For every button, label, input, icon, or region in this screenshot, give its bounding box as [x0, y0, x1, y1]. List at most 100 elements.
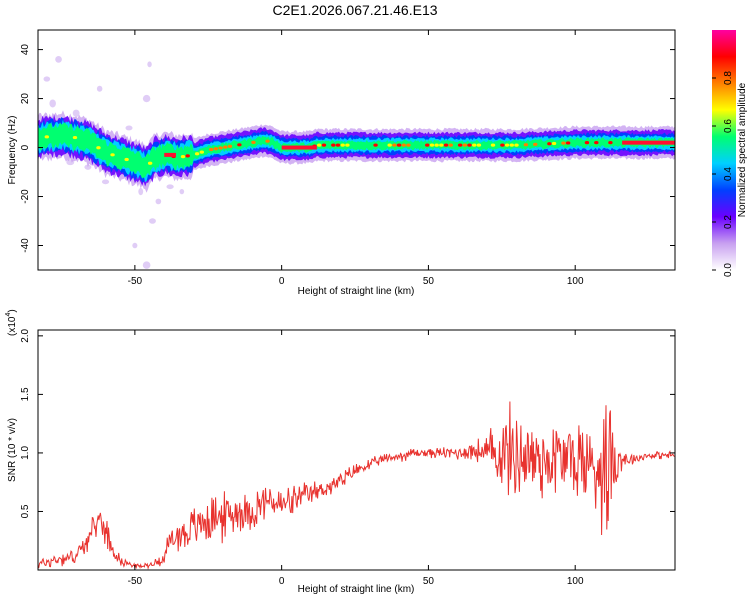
snr-scale-text: (x10 [7, 316, 18, 336]
spectrogram-peak [467, 143, 472, 147]
spectrogram-peak [227, 144, 233, 148]
spectrogram-peak [443, 143, 449, 147]
spectrogram-peak [110, 153, 115, 157]
snr-y-tick-label: 1.5 [20, 387, 31, 401]
snr-y-tick-label: 2.0 [20, 328, 31, 342]
snr-scale-exponent: 4 [5, 313, 12, 317]
spectrogram-peak [237, 143, 242, 147]
spectrogram-peak [72, 135, 78, 140]
spectrogram-y-tick-label: -40 [20, 238, 31, 253]
spectrogram-peak [387, 143, 392, 147]
snr-x-tick-label: 100 [567, 576, 584, 587]
spectrogram-peak [223, 145, 228, 149]
snr-x-tick-label: -50 [128, 576, 143, 587]
spectrogram-noise-blob [142, 261, 151, 269]
snr-x-tick-label: 0 [279, 576, 285, 587]
spectrogram-peak [551, 141, 557, 146]
spectrogram-noise-blob [96, 85, 103, 92]
spectrogram-noise-blob [72, 109, 80, 117]
spectrogram-peak [185, 154, 190, 158]
snr-x-label: Height of straight line (km) [298, 584, 415, 595]
snr-y-label: SNR (10 * v/v) [7, 418, 18, 482]
snr-panel: -50 0 50 100 0.5 1.0 1.5 2.0 Height of straigh… [5, 309, 676, 595]
spectrogram-peak [584, 141, 590, 145]
spectrogram-noise-blob [179, 188, 185, 195]
spectrogram-peak [251, 140, 256, 145]
spectrogram-noise-blob [49, 99, 56, 108]
colorbar-tick-label: 0.0 [723, 263, 734, 277]
snr-y-tick-label: 1.0 [20, 446, 31, 460]
spectrogram-peak [218, 146, 223, 150]
spectrogram-noise-blob [125, 125, 133, 131]
spectrogram-peak [331, 143, 336, 147]
spectrogram-noise-blob [147, 61, 152, 68]
snr-x-tick-label: 50 [423, 576, 435, 587]
spectrogram-peak [44, 135, 50, 139]
spectrogram-peak [462, 143, 468, 147]
snr-scale-close: ) [7, 309, 18, 312]
colorbar: 0.0 0.2 0.4 0.6 0.8 Normalized spectral ampl… [712, 30, 748, 277]
spectrogram-peak [457, 143, 463, 147]
spectrogram-peak-band [281, 145, 317, 150]
svg-text:(x104): (x104) [5, 309, 18, 336]
spectrogram-peak [439, 143, 444, 147]
spectrogram-peak [213, 147, 219, 151]
spectrogram-peak [208, 147, 214, 152]
spectrogram-peak [194, 152, 200, 156]
spectrogram-peak [321, 143, 327, 147]
spectrogram-y-tick-label: 40 [20, 44, 31, 56]
spectrogram-peak [547, 142, 552, 146]
spectrogram-peak [448, 143, 453, 147]
spectrogram-noise-blob [101, 179, 110, 185]
spectrogram-peak [561, 141, 566, 145]
snr-scale-factor: (x104) [5, 309, 18, 336]
spectrogram-y-tick-label: -20 [20, 189, 31, 204]
snr-frame [37, 329, 676, 571]
spectrogram-noise-blob [138, 188, 144, 196]
spectrogram-ridge [38, 56, 675, 269]
spectrogram-peak [514, 143, 519, 147]
spectrogram-peak [472, 143, 477, 147]
spectrogram-peak [345, 143, 350, 147]
snr-series-line [38, 401, 675, 570]
colorbar-tick-label: 0.2 [723, 215, 734, 229]
colorbar-tick-label: 0.8 [723, 71, 734, 85]
colorbar-label: Normalized spectral amplitude [737, 82, 748, 217]
spectrogram-peak [373, 143, 378, 147]
spectrogram-peak [401, 143, 406, 147]
spectrogram-y-tick-label: 20 [20, 93, 31, 105]
spectrogram-noise-blob [155, 198, 162, 205]
spectrogram-noise-blob [149, 218, 156, 224]
spectrogram-peak [396, 143, 402, 147]
snr-plot-area [38, 330, 675, 570]
spectrogram-peak [533, 142, 538, 146]
spectrogram-peak [180, 155, 186, 159]
spectrogram-y-label: Frequency (Hz) [7, 116, 18, 185]
spectrogram-peak [500, 143, 505, 147]
spectrogram-noise-blob [166, 184, 174, 190]
spectrogram-peak [509, 143, 514, 147]
spectrogram-noise-blob [55, 56, 62, 63]
spectrogram-peak [594, 141, 599, 145]
spectrogram-x-tick-label: 0 [279, 276, 285, 287]
spectrogram-peak [523, 143, 529, 147]
spectrogram-peak [608, 141, 613, 145]
spectrogram-ridge-layer [38, 119, 675, 183]
spectrogram-peak [340, 143, 345, 147]
spectrogram-y-tick-label: 0 [20, 144, 31, 150]
spectrogram-noise-blob [43, 76, 51, 82]
spectrogram-noise-blob [132, 242, 138, 249]
spectrogram-noise-blob [142, 94, 151, 103]
spectrogram-peak [490, 143, 496, 147]
spectrogram-x-label: Height of straight line (km) [298, 286, 415, 297]
spectrogram-peak [199, 150, 204, 154]
spectrogram-peak [406, 143, 411, 147]
spectrogram-peak [434, 143, 439, 147]
spectrogram-peak [429, 143, 435, 147]
colorbar-tick-label: 0.6 [723, 119, 734, 133]
spectrogram-peak [317, 143, 322, 147]
colorbar-gradient [712, 30, 736, 270]
spectrogram-frame [37, 29, 676, 271]
spectrogram-ridge-layer [38, 122, 675, 179]
